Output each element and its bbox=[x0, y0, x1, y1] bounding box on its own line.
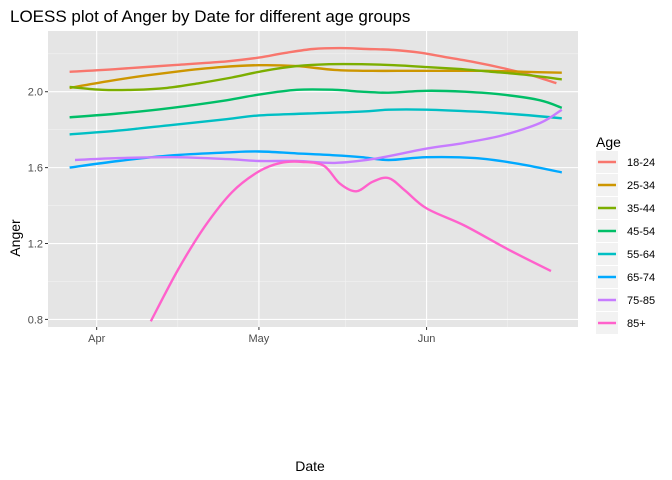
legend-label: 85+ bbox=[627, 318, 646, 330]
series-line-45-54 bbox=[69, 88, 563, 119]
series-line-35-44 bbox=[69, 62, 562, 92]
legend-label: 45-54 bbox=[627, 226, 655, 238]
series-line-18-24 bbox=[69, 46, 557, 85]
y-axis-title: Anger bbox=[7, 219, 23, 257]
x-tick-label: Apr bbox=[88, 333, 105, 345]
legend-title: Age bbox=[596, 134, 621, 150]
legend-label: 65-74 bbox=[627, 272, 655, 284]
major-gridlines bbox=[48, 31, 578, 327]
y-tick-label: 1.6 bbox=[28, 163, 43, 175]
legend-label: 18-24 bbox=[627, 157, 655, 169]
plot-panel bbox=[48, 31, 578, 327]
legend-label: 25-34 bbox=[627, 180, 655, 192]
legend-label: 75-85 bbox=[627, 295, 655, 307]
legend-label: 35-44 bbox=[627, 203, 655, 215]
x-axis: Apr May Jun bbox=[88, 327, 435, 345]
y-axis: 0.8 1.2 1.6 2.0 bbox=[28, 87, 48, 326]
chart-title: LOESS plot of Anger by Date for differen… bbox=[10, 7, 410, 26]
y-tick-label: 2.0 bbox=[28, 87, 43, 99]
series-line-75-85 bbox=[74, 108, 563, 165]
series-line-65-74 bbox=[69, 150, 563, 174]
series-line-55-64 bbox=[69, 108, 562, 136]
x-axis-title: Date bbox=[295, 458, 325, 474]
series-lines bbox=[69, 46, 563, 322]
y-tick-label: 0.8 bbox=[28, 314, 43, 326]
legend-label: 55-64 bbox=[627, 249, 655, 261]
x-tick-label: Jun bbox=[418, 333, 436, 345]
legend: Age 18-24 25-34 35-44 45-54 55-64 65-74 75-85 8… bbox=[596, 134, 655, 334]
y-tick-label: 1.2 bbox=[28, 239, 43, 251]
series-line-85+ bbox=[149, 160, 552, 322]
x-tick-label: May bbox=[249, 333, 270, 345]
